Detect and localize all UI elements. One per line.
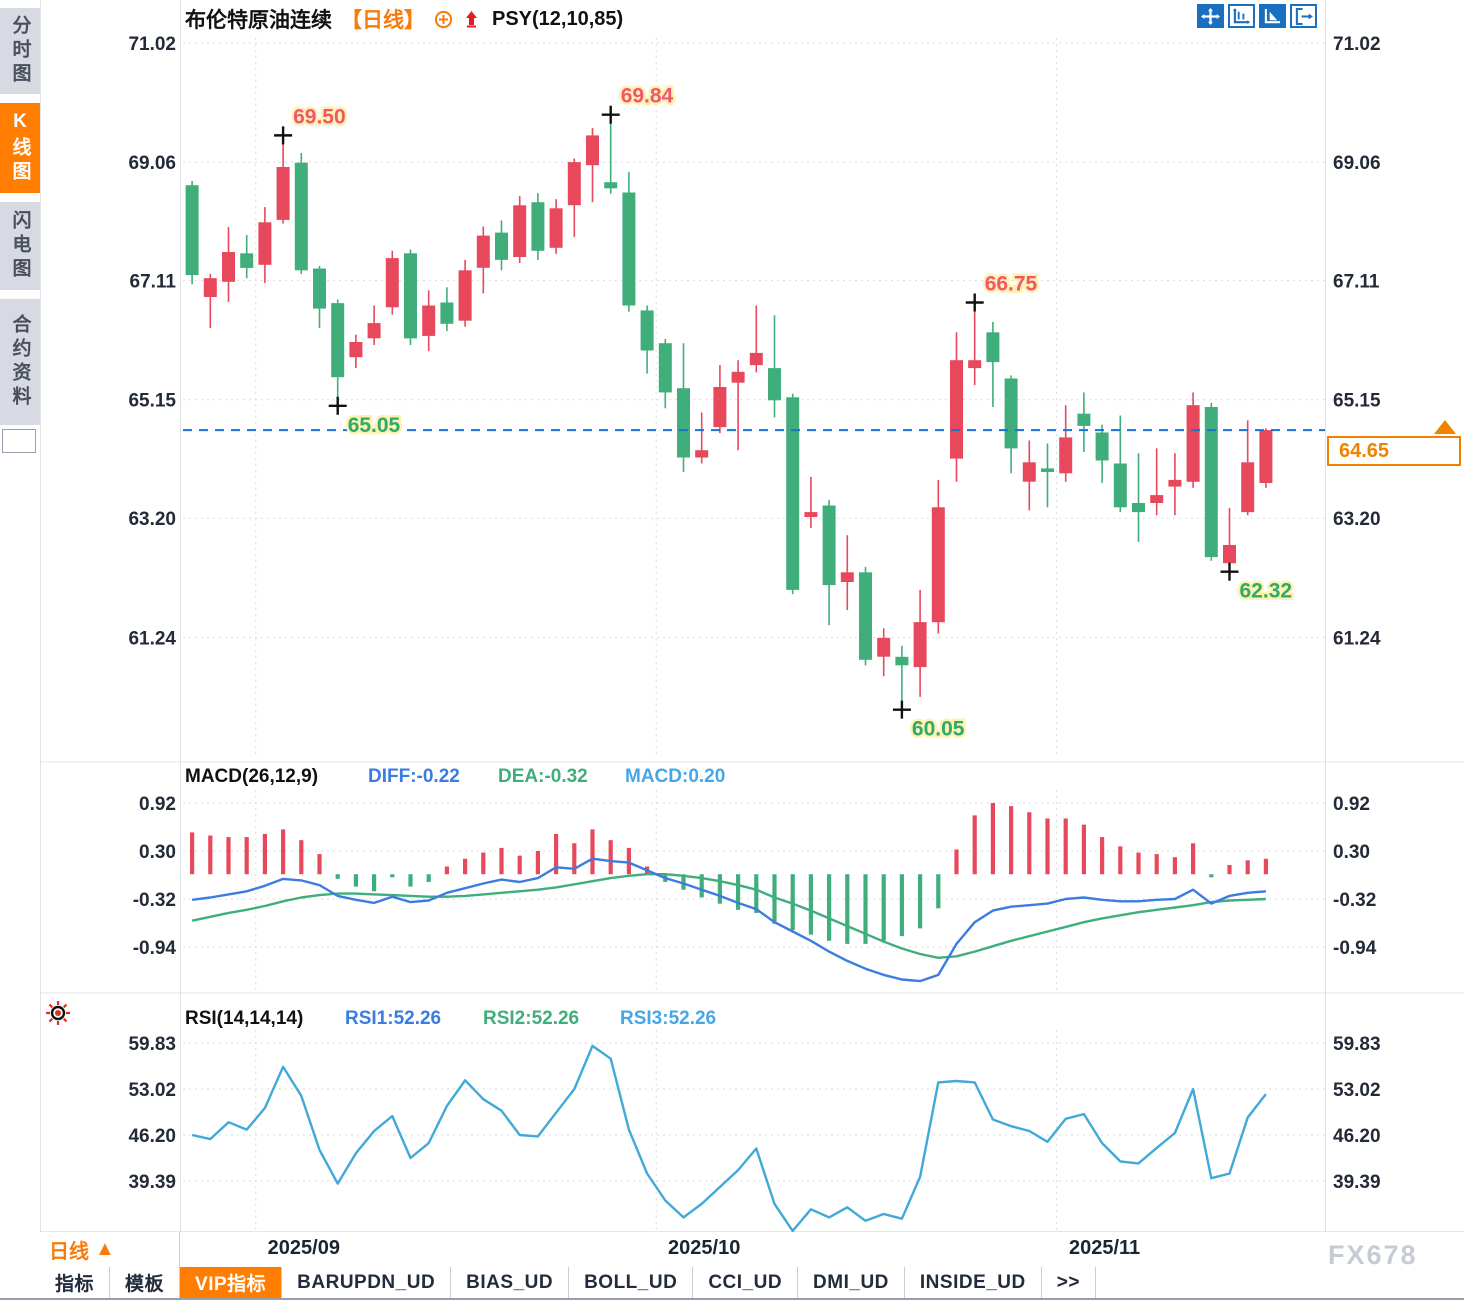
sidebar-item-4[interactable]: 合约资料: [0, 299, 40, 425]
svg-text:0.30: 0.30: [139, 842, 176, 863]
sidebar-item-2[interactable]: K线图: [0, 103, 40, 193]
tab-cci_ud[interactable]: CCI_UD: [693, 1267, 799, 1298]
svg-text:60.05: 60.05: [912, 718, 965, 741]
svg-text:69.84: 69.84: [621, 85, 674, 108]
red-up-arrow-icon: [462, 10, 481, 29]
tab-bias_ud[interactable]: BIAS_UD: [451, 1267, 570, 1298]
svg-text:59.83: 59.83: [128, 1034, 176, 1055]
month-label: 2025/09: [267, 1237, 340, 1259]
svg-text:-0.94: -0.94: [133, 938, 177, 959]
tab-vip[interactable]: VIP指标: [180, 1267, 283, 1298]
rsi3-value: RSI3:52.26: [620, 1008, 717, 1029]
svg-text:46.20: 46.20: [1333, 1126, 1381, 1147]
svg-text:71.02: 71.02: [128, 34, 176, 55]
macd-title[interactable]: MACD(26,12,9): [185, 766, 319, 787]
current-price-box: 64.65: [1327, 436, 1461, 466]
svg-text:69.50: 69.50: [293, 105, 346, 128]
tab-boll_ud[interactable]: BOLL_UD: [569, 1267, 694, 1298]
chart-title-bar: 布伦特原油连续 【日线】 PSY(12,10,85): [185, 4, 623, 34]
rsi1-value: RSI1:52.26: [345, 1008, 442, 1029]
sidebar-search-input[interactable]: [2, 429, 36, 453]
month-label: 2025/11: [1068, 1237, 1141, 1259]
svg-text:65.15: 65.15: [1333, 391, 1381, 412]
sidebar-item-3[interactable]: 闪电图: [0, 202, 40, 290]
svg-text:62.32: 62.32: [1240, 580, 1293, 603]
tab-[interactable]: 指标: [40, 1267, 111, 1298]
svg-text:39.39: 39.39: [1333, 1172, 1381, 1193]
tab-barupdn_ud[interactable]: BARUPDN_UD: [282, 1267, 452, 1298]
sidebar: 分时图 K线图闪电图合约资料: [0, 0, 40, 1232]
tab->>[interactable]: >>: [1042, 1267, 1096, 1298]
overlay-indicator-label[interactable]: PSY(12,10,85): [492, 7, 624, 30]
period-tag: 【日线】: [341, 9, 425, 32]
month-label: 2025/10: [668, 1237, 741, 1259]
move-icon[interactable]: [1197, 4, 1224, 28]
period-selector-label: 日线: [49, 1241, 89, 1263]
svg-text:69.06: 69.06: [1333, 153, 1381, 174]
svg-text:-0.32: -0.32: [133, 890, 176, 911]
svg-text:67.11: 67.11: [1333, 272, 1380, 293]
watermark: FX678: [1328, 1240, 1418, 1270]
sidebar-item-1[interactable]: 分时图: [0, 8, 40, 94]
svg-text:65.05: 65.05: [348, 414, 401, 437]
svg-text:46.20: 46.20: [128, 1126, 176, 1147]
svg-text:67.11: 67.11: [130, 272, 177, 293]
svg-text:53.02: 53.02: [1333, 1080, 1381, 1101]
svg-text:63.20: 63.20: [128, 509, 176, 530]
svg-text:-0.32: -0.32: [1333, 890, 1376, 911]
svg-text:39.39: 39.39: [128, 1172, 176, 1193]
svg-text:61.24: 61.24: [128, 628, 176, 649]
svg-text:63.20: 63.20: [1333, 509, 1381, 530]
macd-bar-value: MACD:0.20: [625, 766, 726, 787]
svg-text:0.92: 0.92: [139, 794, 176, 815]
svg-text:0.30: 0.30: [1333, 842, 1370, 863]
rsi-title[interactable]: RSI(14,14,14): [185, 1008, 304, 1029]
tab-inside_ud[interactable]: INSIDE_UD: [905, 1267, 1042, 1298]
exit-icon[interactable]: [1290, 4, 1317, 28]
svg-text:59.83: 59.83: [1333, 1034, 1381, 1055]
period-selector-arrow: ▲: [95, 1238, 115, 1260]
svg-text:69.06: 69.06: [128, 153, 176, 174]
chart-toolbar: [1197, 4, 1317, 28]
symbol-name: 布伦特原油连续: [185, 9, 332, 32]
circle-plus-icon[interactable]: [434, 10, 453, 29]
indicator-tab-bar: 指标 模板 VIP指标 BARUPDN_UD BIAS_UD BOLL_UD CCI_UD D…: [0, 1267, 1464, 1298]
indicator-settings-sun-icon[interactable]: [44, 999, 72, 1032]
tab-dmi_ud[interactable]: DMI_UD: [798, 1267, 905, 1298]
svg-text:61.24: 61.24: [1333, 628, 1381, 649]
svg-text:65.15: 65.15: [128, 391, 176, 412]
tab-[interactable]: 模板: [110, 1267, 181, 1298]
svg-text:66.75: 66.75: [985, 272, 1038, 295]
axis-range-icon[interactable]: [1228, 4, 1255, 28]
candles: [185, 114, 1273, 710]
svg-text:0.92: 0.92: [1333, 794, 1370, 815]
svg-text:71.02: 71.02: [1333, 34, 1381, 55]
macd-histogram: [190, 803, 1269, 944]
svg-text:53.02: 53.02: [128, 1080, 176, 1101]
xaxis-row: 日线 ▲ 2025/09 2025/10 2025/11: [0, 1232, 1464, 1267]
period-selector[interactable]: 日线 ▲: [40, 1232, 180, 1267]
macd-dea-value: DEA:-0.32: [498, 766, 588, 787]
rsi2-value: RSI2:52.26: [483, 1008, 580, 1029]
axis-play-icon[interactable]: [1259, 4, 1286, 28]
macd-diff-value: DIFF:-0.22: [368, 766, 460, 787]
price-up-arrow-icon: [1434, 420, 1456, 434]
svg-text:-0.94: -0.94: [1333, 938, 1377, 959]
current-price-value: 64.65: [1339, 439, 1390, 462]
